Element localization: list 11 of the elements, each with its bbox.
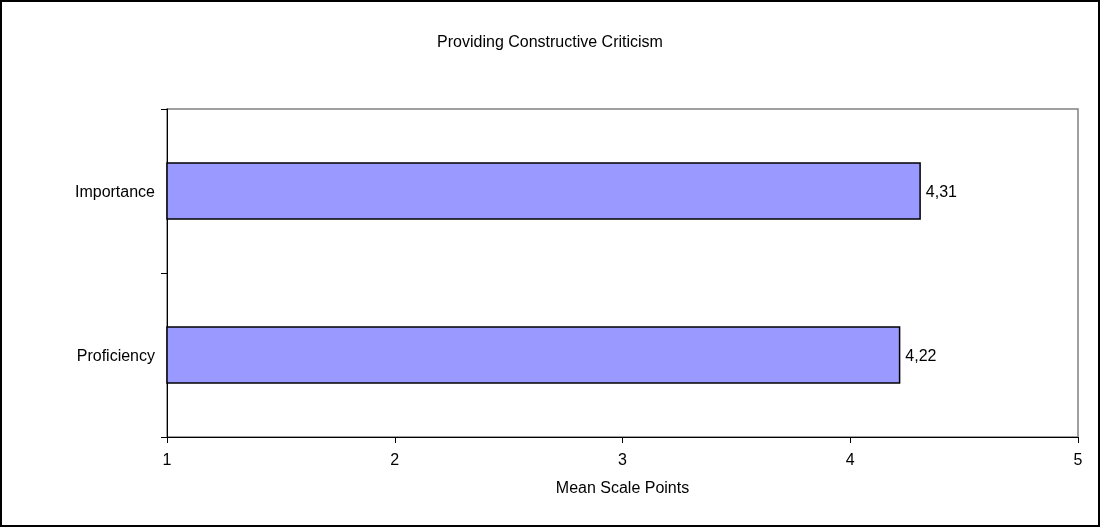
x-tick-label: 4 bbox=[845, 450, 855, 468]
data-label: 4,22 bbox=[905, 346, 937, 364]
x-tick-label: 1 bbox=[162, 450, 172, 468]
x-axis-title: Mean Scale Points bbox=[555, 478, 690, 496]
y-tick-label: Importance bbox=[74, 182, 156, 200]
x-tick-label: 2 bbox=[390, 450, 400, 468]
x-tick-label: 5 bbox=[1073, 450, 1083, 468]
y-tick-label: Proficiency bbox=[76, 346, 155, 364]
x-tick-label: 3 bbox=[618, 450, 628, 468]
chart-title: Providing Constructive Criticism bbox=[437, 32, 663, 50]
data-label: 4,31 bbox=[925, 182, 958, 200]
